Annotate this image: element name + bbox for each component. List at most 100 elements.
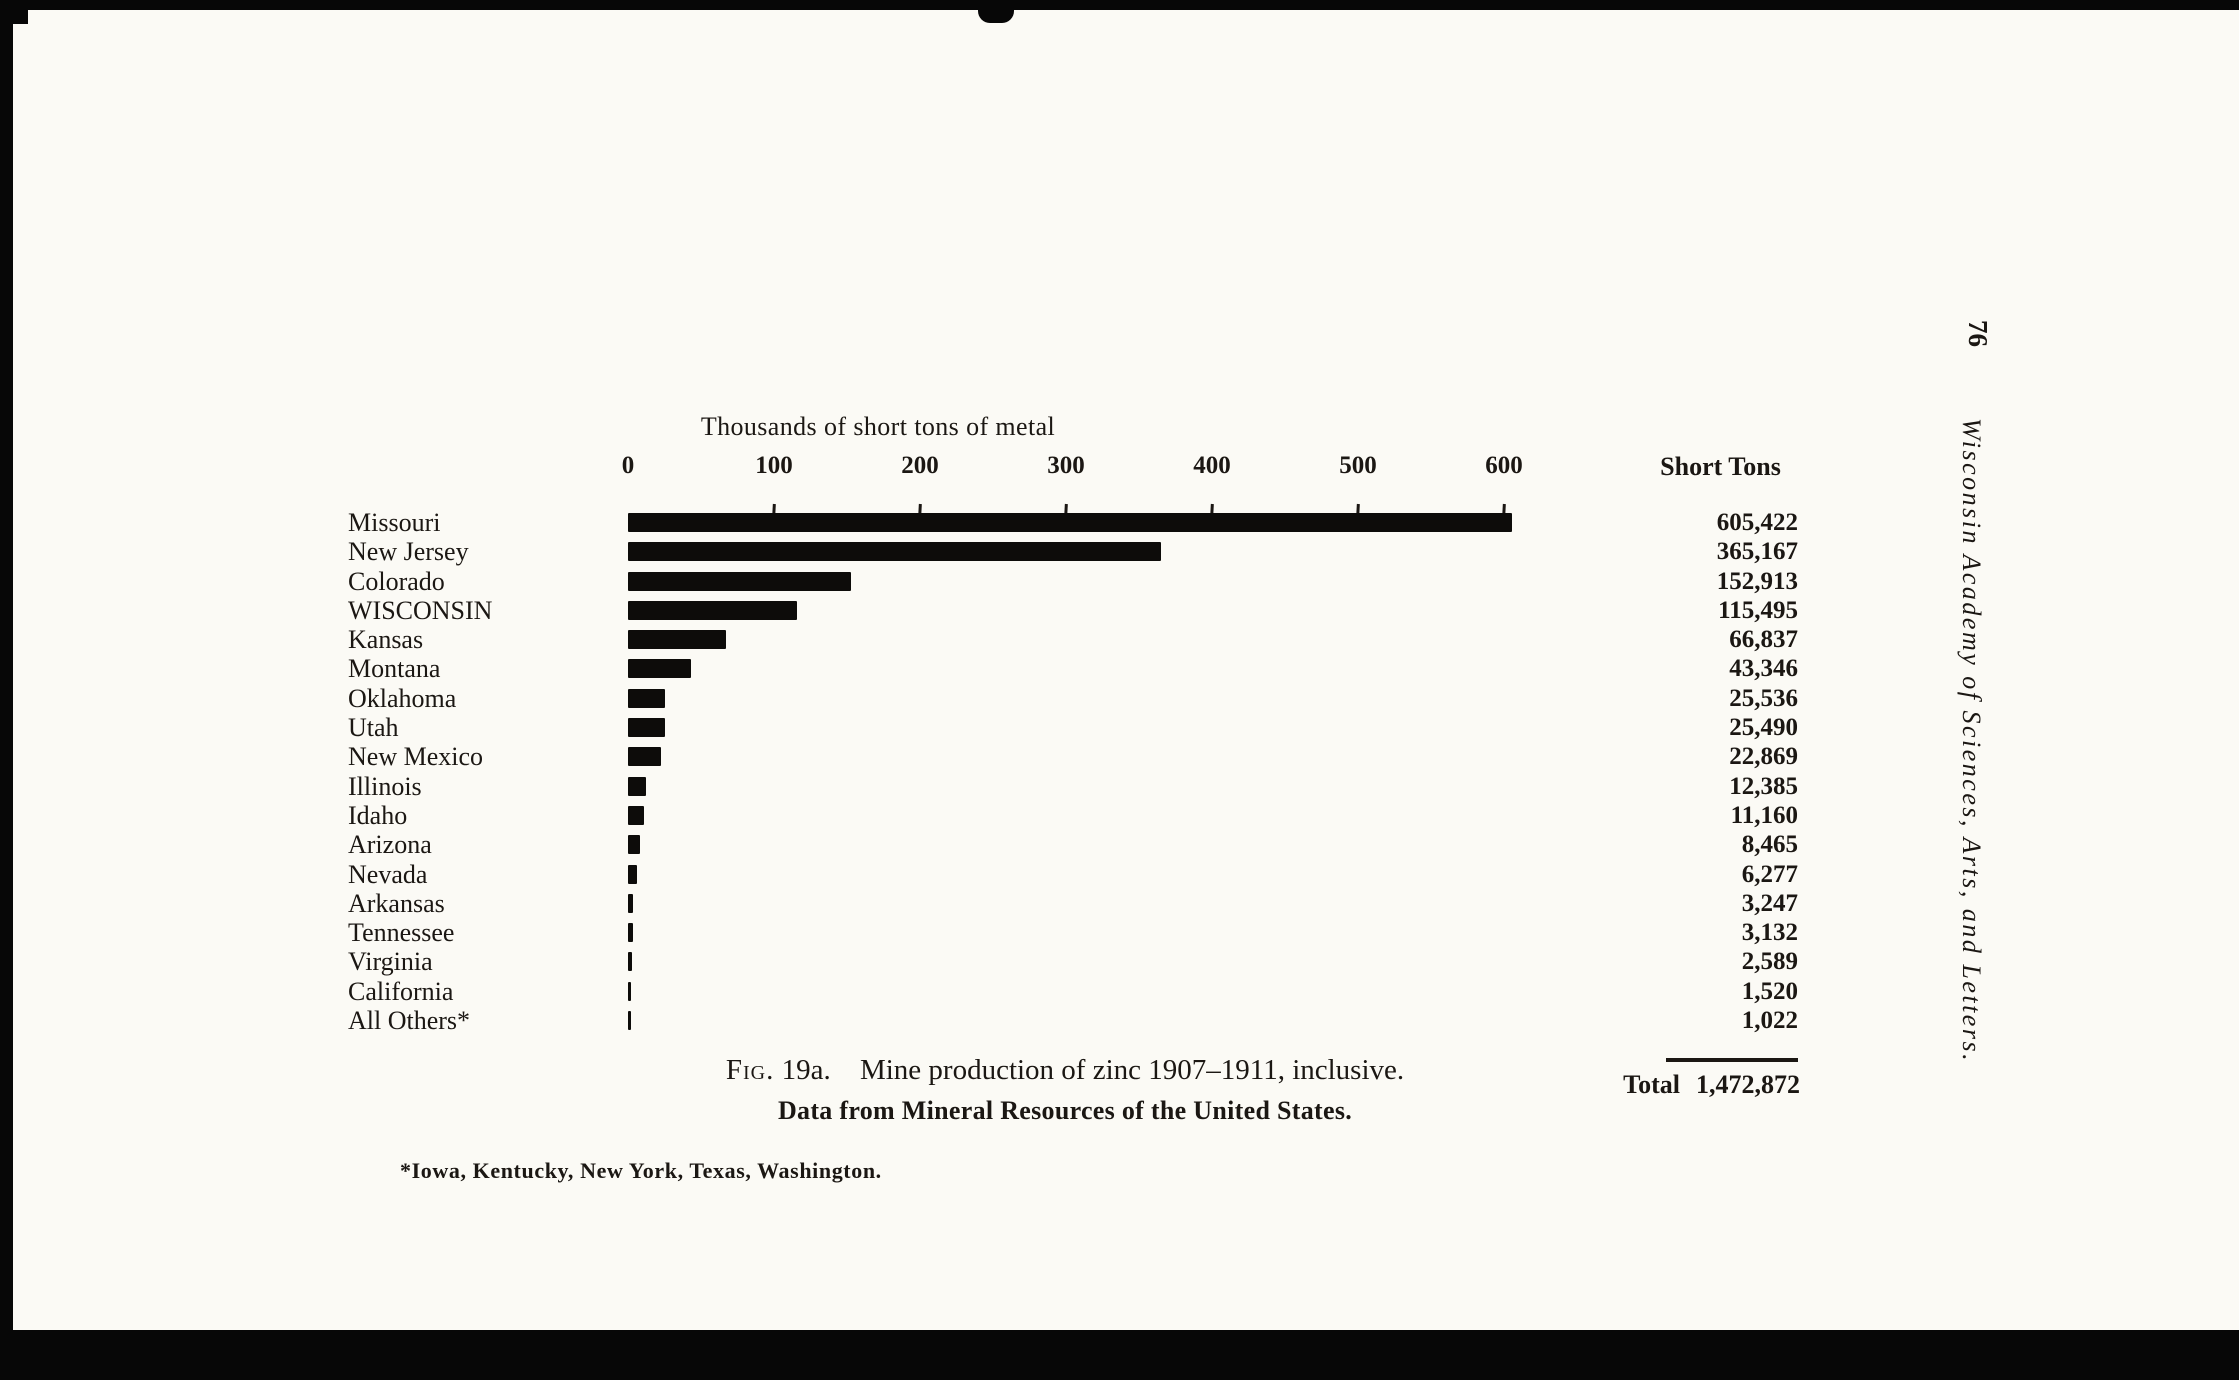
bar-row: Oklahoma 25,536: [348, 684, 1798, 713]
bar-label: Montana: [348, 654, 441, 684]
axis-tick-label: 600: [1485, 452, 1523, 479]
scan-edge-bottom: [0, 1330, 2239, 1380]
bar-label: Idaho: [348, 800, 408, 830]
chart-rows: Missouri 605,422 New Jersey 365,167 Colorado…: [348, 508, 1798, 1035]
bar: [628, 923, 633, 943]
total-row: Total 1,472,872: [1500, 1070, 1800, 1100]
bar-label: Missouri: [348, 508, 441, 537]
bar: [628, 776, 647, 796]
bar-value: 11,160: [1730, 801, 1798, 829]
bar-value: 152,913: [1716, 567, 1798, 595]
bar-track: [628, 918, 1528, 947]
bar: [628, 747, 662, 767]
value-column-header: Short Tons: [1660, 452, 1781, 481]
bar-label: WISCONSIN: [348, 595, 493, 625]
scan-notch-artifact: [978, 9, 1014, 23]
axis-tick-label: 0: [621, 452, 635, 479]
bar-value: 25,536: [1729, 684, 1798, 712]
total-label: Total: [1623, 1070, 1680, 1099]
bar: [628, 981, 631, 1001]
bar-value: 115,495: [1718, 596, 1798, 624]
bar-value: 66,837: [1729, 626, 1798, 654]
bar-row: Arizona 8,465: [348, 830, 1798, 859]
bar: [628, 718, 666, 738]
bar-track: [628, 1006, 1528, 1035]
bar-track: [628, 713, 1528, 742]
bar: [628, 1011, 631, 1031]
bar-label: Tennessee: [348, 918, 455, 948]
bar-value: 22,869: [1729, 743, 1798, 771]
footnote: *Iowa, Kentucky, New York, Texas, Washin…: [400, 1158, 882, 1183]
bar-track: [628, 596, 1528, 625]
page-number: 76: [1963, 320, 1993, 347]
x-axis: 0 100 200 300 400 500 600: [622, 452, 1528, 522]
bar-row: California 1,520: [348, 977, 1798, 1006]
axis-tick-label: 200: [901, 452, 939, 479]
bar: [628, 513, 1512, 532]
scan-edge-left: [0, 0, 13, 1380]
scan-edge-top: [0, 0, 2239, 10]
bar-track: [628, 977, 1528, 1006]
figure-label: Fig.: [725, 1054, 775, 1086]
bar-label: Utah: [348, 713, 399, 743]
bar-row: Arkansas 3,247: [348, 889, 1798, 918]
bar-label: Virginia: [348, 947, 433, 977]
axis-tick-label: 100: [755, 452, 793, 479]
bar-row: Virginia 2,589: [348, 947, 1798, 976]
bar: [628, 805, 645, 825]
bar-value: 43,346: [1729, 655, 1798, 683]
bar-label: Colorado: [348, 566, 445, 596]
bar-track: [628, 625, 1528, 654]
bar-row: Kansas 66,837: [348, 625, 1798, 654]
bar: [628, 864, 638, 884]
bar: [628, 893, 633, 913]
bar-track: [628, 830, 1528, 859]
bar-track: [628, 947, 1528, 976]
axis-tick-label: 300: [1047, 452, 1085, 479]
bar-track: [628, 742, 1528, 771]
journal-title: Wisconsin Academy of Sciences, Arts, and…: [1957, 418, 1986, 1064]
bar-row: Tennessee 3,132: [348, 918, 1798, 947]
bar-track: [628, 684, 1528, 713]
figure-caption: Fig. 19a. Mine production of zinc 1907–1…: [560, 1054, 1570, 1126]
bar-value: 25,490: [1729, 714, 1798, 742]
bar: [628, 571, 852, 591]
axis-tick-label: 400: [1193, 452, 1231, 479]
bar-track: [628, 801, 1528, 830]
bar-track: [628, 772, 1528, 801]
bar-track: [628, 508, 1528, 537]
bar-value: 8,465: [1741, 831, 1798, 859]
bar-row: Nevada 6,277: [348, 860, 1798, 889]
caption-text: Mine production of zinc 1907–1911, inclu…: [859, 1054, 1405, 1086]
bar-label: New Jersey: [348, 537, 469, 567]
bar-row: Utah 25,490: [348, 713, 1798, 742]
bar-value: 12,385: [1729, 772, 1798, 800]
bar-row: Illinois 12,385: [348, 772, 1798, 801]
bar-row: New Mexico 22,869: [348, 742, 1798, 771]
bar-label: Arizona: [348, 830, 432, 860]
bar: [628, 952, 632, 972]
bar-label: Kansas: [348, 625, 424, 655]
bar-row: Idaho 11,160: [348, 801, 1798, 830]
bar-track: [628, 860, 1528, 889]
bar-value: 1,520: [1741, 977, 1798, 1005]
bar-value: 3,132: [1741, 919, 1798, 947]
bar: [628, 659, 692, 679]
total-rule: [1666, 1058, 1798, 1062]
bar-value: 365,167: [1716, 538, 1798, 566]
bar: [628, 600, 797, 620]
bar-row: WISCONSIN 115,495: [348, 596, 1798, 625]
bar-track: [628, 889, 1528, 918]
bar-label: California: [348, 976, 454, 1006]
bar-label: Illinois: [348, 771, 422, 801]
bar-label: New Mexico: [348, 742, 484, 772]
bar: [628, 630, 726, 650]
bar: [628, 835, 641, 855]
bar-value: 3,247: [1741, 889, 1798, 917]
total-value: 1,472,872: [1696, 1070, 1800, 1099]
axis-tick-label: 500: [1339, 452, 1377, 479]
bar-label: Nevada: [348, 859, 428, 889]
bar-track: [628, 654, 1528, 683]
bar-value: 605,422: [1716, 509, 1798, 536]
